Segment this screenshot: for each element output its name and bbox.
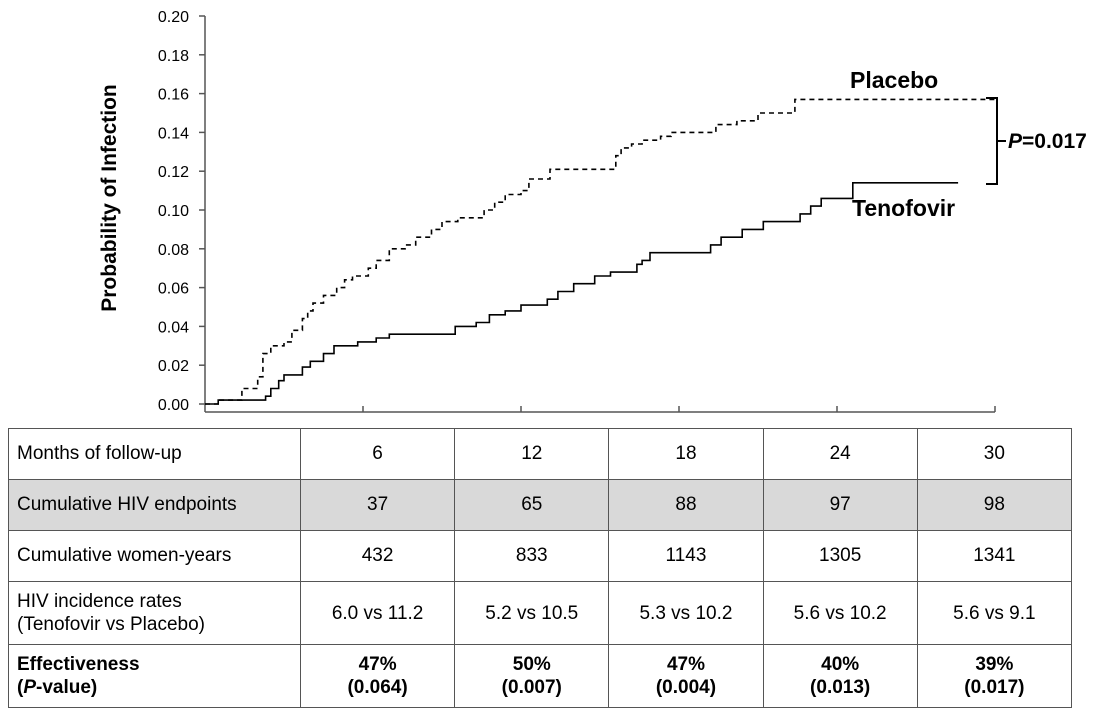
- table-cell: 432: [299, 530, 456, 582]
- y-tick-label: 0.10: [158, 203, 189, 220]
- p-symbol: P: [23, 677, 37, 698]
- table-row-months: Months of follow-up 6 12 18 24 30: [8, 428, 1073, 480]
- table-cell: 97: [762, 479, 918, 531]
- effect-pct: 47%: [666, 654, 705, 675]
- table-cell: 39% (0.017): [916, 644, 1073, 708]
- y-tick-label: 0.12: [158, 164, 189, 181]
- y-tick-label: 0.20: [158, 9, 189, 26]
- table-cell: 30: [916, 428, 1073, 480]
- p-value-annotation: P=0.017: [1008, 130, 1087, 153]
- y-tick-label: 0.08: [158, 242, 189, 259]
- row-label: Effectiveness (P-value): [8, 644, 301, 708]
- table-cell: 5.2 vs 10.5: [454, 581, 610, 645]
- effect-pct: 39%: [975, 654, 1014, 675]
- row-label-suffix: -value): [36, 677, 98, 698]
- table-cell: 6.0 vs 11.2: [299, 581, 456, 645]
- y-tick-label: 0.04: [158, 319, 189, 336]
- y-tick-label: 0.18: [158, 48, 189, 65]
- y-tick-label: 0.16: [158, 87, 189, 104]
- table-cell: 18: [608, 428, 764, 480]
- y-tick-label: 0.00: [158, 397, 189, 414]
- row-label: Cumulative women-years: [8, 530, 301, 582]
- series-line-tenofovir: [205, 182, 959, 405]
- row-label: Cumulative HIV endpoints: [8, 479, 301, 531]
- effect-pct: 40%: [821, 654, 860, 675]
- y-axis-label: Probability of Infection: [98, 84, 121, 312]
- y-tick-label: 0.14: [158, 125, 189, 142]
- table-row-women-years: Cumulative women-years 432 833 1143 1305…: [8, 530, 1073, 582]
- effect-p: (0.017): [964, 677, 1025, 698]
- table-cell: 12: [454, 428, 610, 480]
- table-cell: 6: [299, 428, 456, 480]
- effect-p: (0.004): [655, 677, 717, 698]
- effect-p: (0.064): [347, 677, 408, 698]
- table-row-effectiveness: Effectiveness (P-value) 47% (0.064) 50% (0.…: [8, 644, 1073, 708]
- table-cell: 5.3 vs 10.2: [608, 581, 764, 645]
- row-label: HIV incidence rates (Tenofovir vs Placebo…: [8, 581, 301, 645]
- effect-pct: 47%: [358, 654, 397, 675]
- y-tick-label: 0.06: [158, 281, 189, 298]
- tenofovir-label: Tenofovir: [852, 195, 955, 221]
- series-line-placebo: [205, 98, 995, 405]
- table-cell: 65: [454, 479, 610, 531]
- table-cell: 1305: [762, 530, 918, 582]
- table-cell: 88: [608, 479, 764, 531]
- y-tick-label: 0.02: [158, 358, 189, 375]
- follow-up-table: Months of follow-up 6 12 18 24 30 Cumula…: [8, 428, 1073, 708]
- table-row-incidence: HIV incidence rates (Tenofovir vs Placebo…: [8, 581, 1073, 645]
- table-row-endpoints: Cumulative HIV endpoints 37 65 88 97 98: [8, 479, 1073, 531]
- table-cell: 37: [299, 479, 456, 531]
- p-value-number: =0.017: [1022, 130, 1087, 153]
- p-value-symbol: P: [1008, 130, 1023, 153]
- table-cell: 1341: [916, 530, 1073, 582]
- placebo-label: Placebo: [850, 67, 938, 93]
- table-cell: 47% (0.064): [299, 644, 456, 708]
- row-label-line1: Effectiveness: [17, 654, 140, 675]
- table-cell: 98: [916, 479, 1073, 531]
- row-label: Months of follow-up: [8, 428, 301, 480]
- row-label-line1: HIV incidence rates: [17, 591, 182, 612]
- table-cell: 5.6 vs 9.1: [916, 581, 1073, 645]
- row-label-line2: (Tenofovir vs Placebo): [17, 614, 205, 635]
- table-cell: 1143: [608, 530, 764, 582]
- table-cell: 40% (0.013): [762, 644, 918, 708]
- effect-pct: 50%: [512, 654, 551, 675]
- table-cell: 5.6 vs 10.2: [762, 581, 918, 645]
- effect-p: (0.007): [501, 677, 562, 698]
- p-value-bracket: [986, 97, 1006, 185]
- effect-p: (0.013): [810, 677, 871, 698]
- table-cell: 47% (0.004): [608, 644, 764, 708]
- table-cell: 24: [762, 428, 918, 480]
- table-cell: 50% (0.007): [454, 644, 610, 708]
- km-chart: Probability of Infection 0.20 0.18 0.16 0.1…: [98, 9, 1087, 414]
- table-cell: 833: [454, 530, 610, 582]
